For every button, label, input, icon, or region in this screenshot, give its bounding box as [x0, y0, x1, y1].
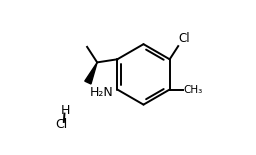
Text: Cl: Cl	[179, 32, 190, 45]
Text: CH₃: CH₃	[184, 84, 203, 95]
Polygon shape	[85, 62, 97, 84]
Text: Cl: Cl	[55, 118, 67, 131]
Text: H₂N: H₂N	[89, 86, 113, 99]
Text: H: H	[60, 104, 70, 117]
